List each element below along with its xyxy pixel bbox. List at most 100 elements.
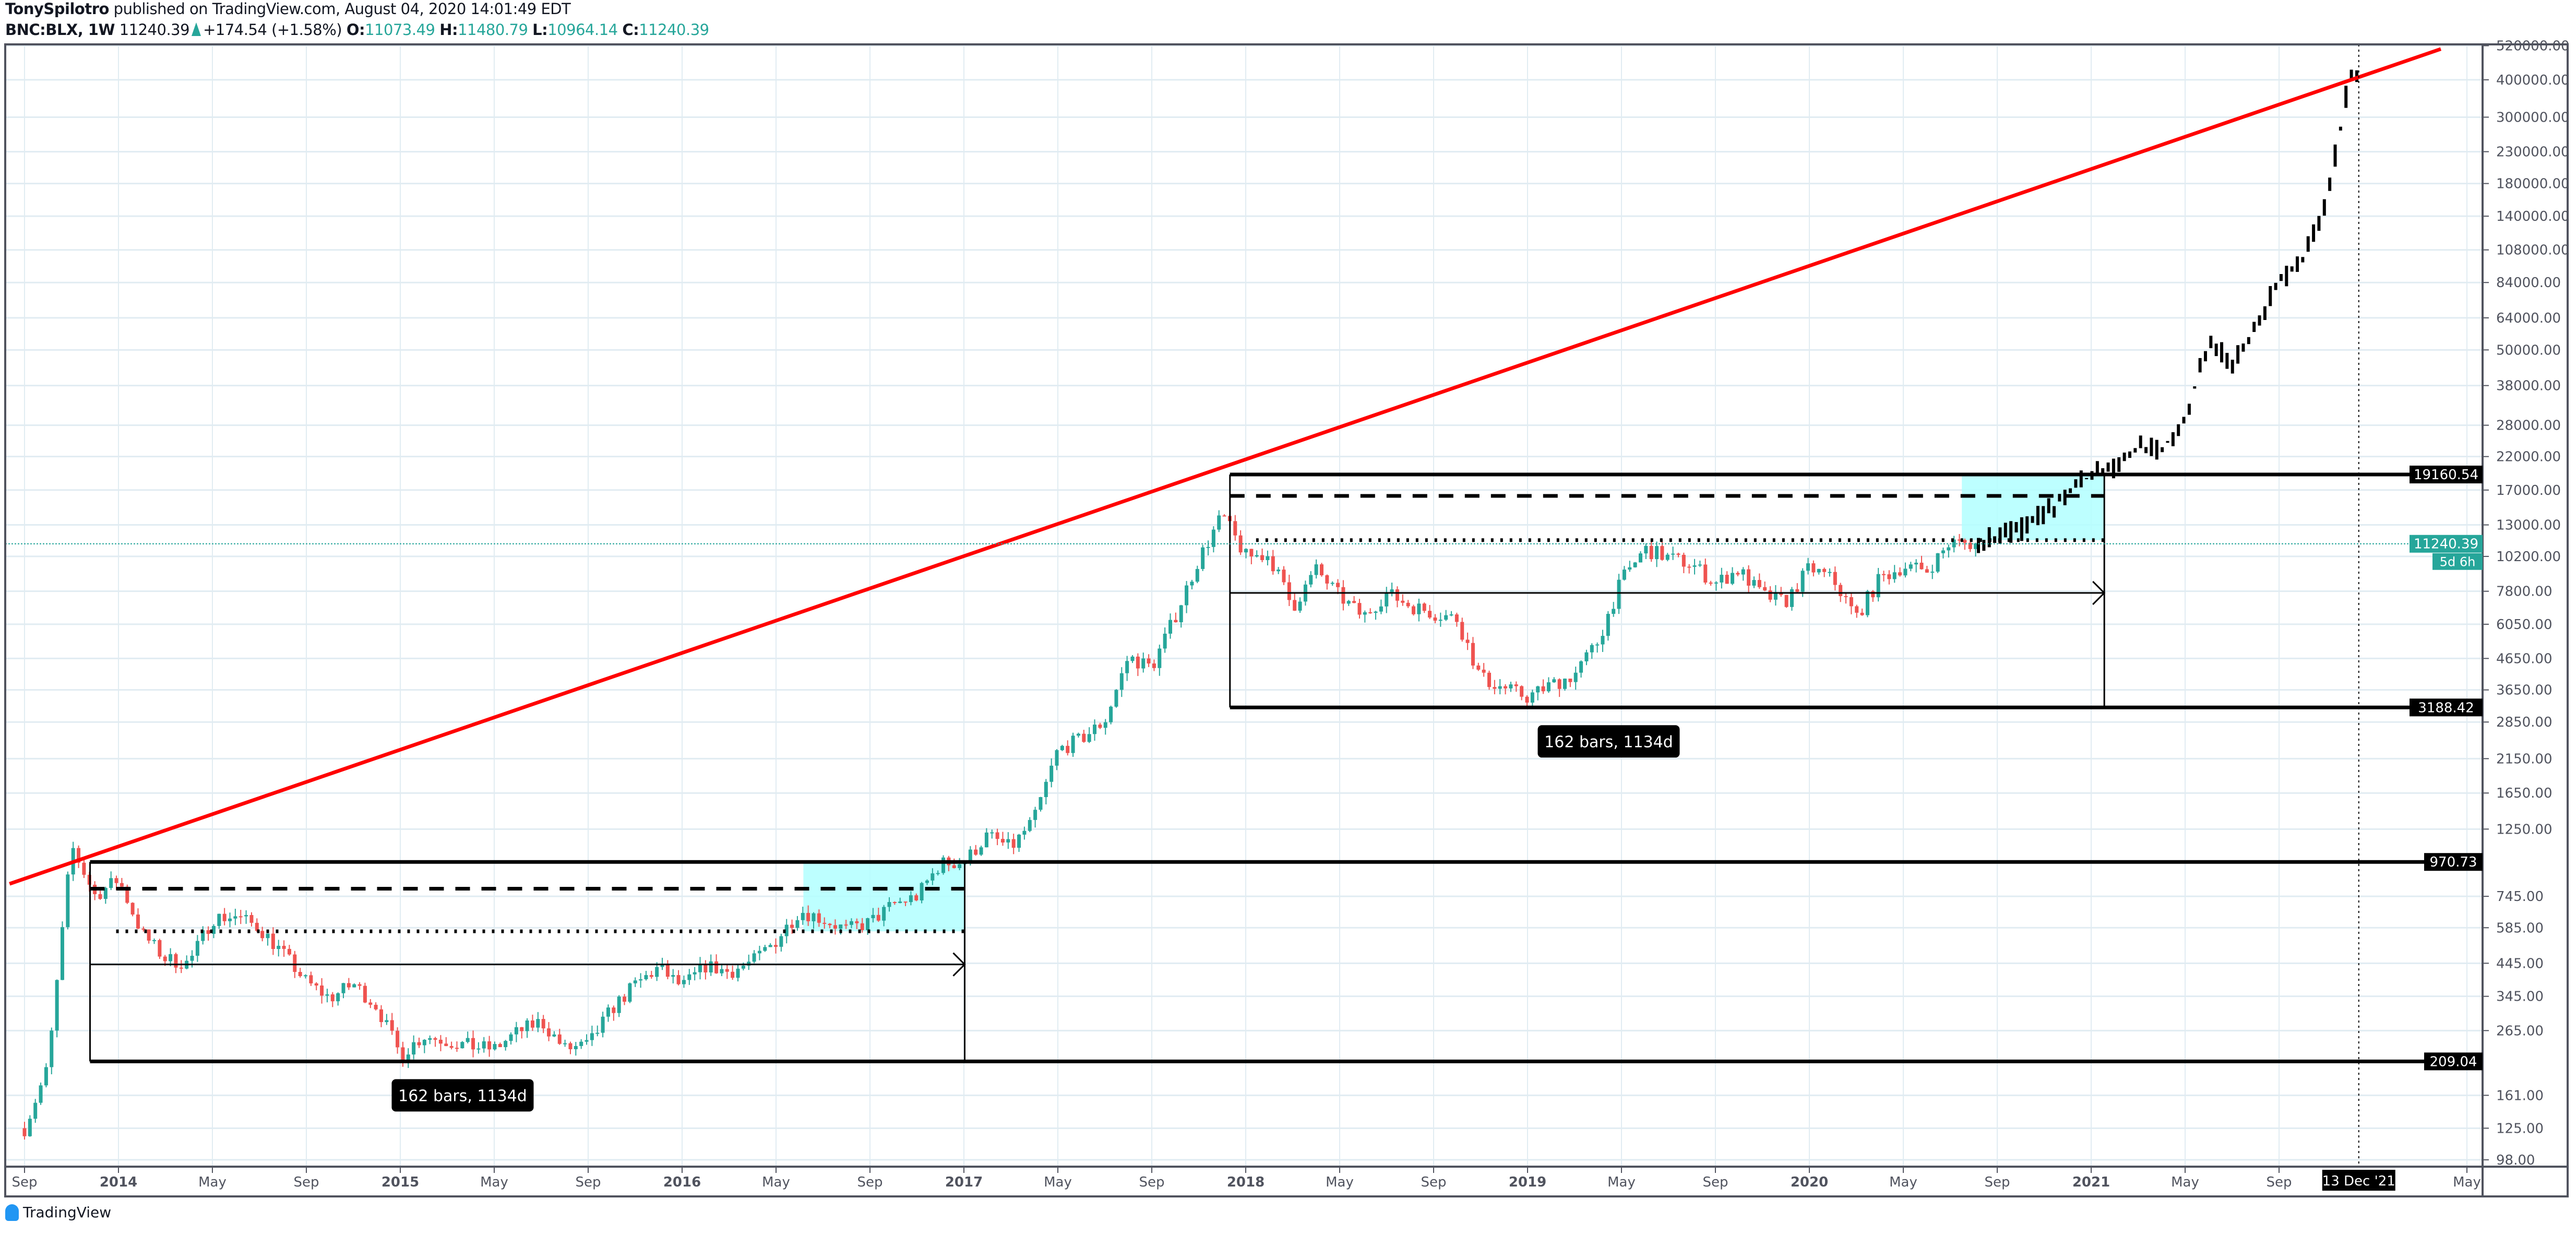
candle-body xyxy=(655,967,659,977)
open-label: O: xyxy=(346,21,365,39)
candle-body xyxy=(1185,585,1189,606)
candle-body xyxy=(1752,580,1756,586)
candle-body xyxy=(871,915,875,919)
candle-body xyxy=(1346,601,1351,604)
candle-body xyxy=(449,1046,454,1048)
candle-body xyxy=(1919,562,1924,569)
candle-body xyxy=(201,930,205,941)
price-tick-label: 64000.00 xyxy=(2496,311,2561,326)
candle-body xyxy=(130,903,135,915)
candle-body xyxy=(671,975,675,977)
candle-body xyxy=(709,961,713,972)
price-tick-label: 1650.00 xyxy=(2496,786,2553,801)
candle-body xyxy=(774,945,778,947)
candle-body xyxy=(1709,583,1713,584)
candle-body xyxy=(1736,573,1740,575)
time-tick-label: Sep xyxy=(857,1174,882,1190)
candle-body xyxy=(1963,540,1967,543)
candle-body xyxy=(525,1020,529,1031)
price-tick-label: 108000.00 xyxy=(2496,243,2570,258)
candle-body xyxy=(1114,690,1118,707)
time-tick-label: May xyxy=(1044,1174,1072,1190)
candle-body xyxy=(1731,573,1735,584)
measure-label-box xyxy=(1537,725,1680,758)
candle-body xyxy=(1633,562,1637,567)
candle-body xyxy=(476,1048,481,1050)
candle-body xyxy=(396,1030,400,1048)
candle-body xyxy=(238,916,243,918)
candle-body xyxy=(1082,733,1086,742)
candle-body xyxy=(968,849,972,863)
time-tick-label: Sep xyxy=(1984,1174,2010,1190)
time-axis[interactable]: Sep 2014 May Sep 2015 May Sep 2016 May Sep 2017 May… xyxy=(11,1167,2481,1191)
candle-body xyxy=(757,951,761,954)
candle-body xyxy=(1784,595,1788,607)
candle-body xyxy=(174,954,178,968)
candle-body xyxy=(141,928,146,930)
candle-body xyxy=(541,1019,545,1029)
price-tick-label: 84000.00 xyxy=(2496,275,2561,291)
candle-body xyxy=(941,857,946,873)
candle-body xyxy=(514,1027,518,1035)
price-axis[interactable]: 520000.00 400000.00 300000.00 230000.00 1800… xyxy=(2483,39,2570,1168)
candle-body xyxy=(114,878,118,883)
candle-body xyxy=(487,1041,492,1050)
time-tick-label: May xyxy=(480,1174,508,1190)
candle-body xyxy=(703,964,708,972)
author-name[interactable]: TonySpilotro xyxy=(5,0,109,18)
candle-body xyxy=(1865,591,1869,615)
price-level-label-box xyxy=(2424,853,2483,871)
time-tick-label: Sep xyxy=(1139,1174,1164,1190)
candle-body xyxy=(1606,613,1610,636)
candle-body xyxy=(1179,605,1183,623)
candle-body xyxy=(1692,565,1697,567)
candle-body xyxy=(1422,603,1426,611)
candle-body xyxy=(1514,684,1518,686)
candle-body xyxy=(28,1119,32,1136)
candle-body xyxy=(1828,572,1832,573)
tradingview-logo[interactable]: TradingView xyxy=(5,1204,111,1221)
candle-body xyxy=(385,1020,389,1023)
price-tick-label: 7800.00 xyxy=(2496,584,2553,600)
candle-body xyxy=(1844,596,1848,597)
price-tick-label: 140000.00 xyxy=(2496,209,2570,224)
candle-body xyxy=(936,873,940,874)
candle-body xyxy=(103,888,108,899)
candle-body xyxy=(109,878,113,888)
candle-body xyxy=(1325,575,1329,584)
candle-body xyxy=(1584,652,1589,661)
candle-body xyxy=(979,847,983,855)
candle-body xyxy=(1249,549,1254,556)
price-level-label-box xyxy=(2410,698,2483,717)
candle-body xyxy=(163,956,167,962)
candle-body xyxy=(1573,672,1578,682)
crosshair-date-label: 13 Dec '21 xyxy=(2322,1173,2395,1189)
candle-body xyxy=(1768,590,1772,600)
candle-body xyxy=(1860,612,1864,615)
candle-body xyxy=(374,1004,378,1010)
highlight-box xyxy=(1962,474,2105,540)
candle-body xyxy=(195,941,199,956)
candle-body xyxy=(1087,734,1091,742)
candle-body xyxy=(552,1034,556,1037)
grid xyxy=(5,44,2483,1167)
candle-body xyxy=(417,1042,421,1046)
candle-body xyxy=(1541,686,1545,692)
candle-body xyxy=(298,971,302,976)
drawings[interactable]: 162 bars, 1134d 162 bars, 1134d xyxy=(5,44,2483,1167)
candle-body xyxy=(1687,566,1691,568)
candle-body xyxy=(623,996,627,1002)
candle-body xyxy=(39,1085,43,1103)
candle-body xyxy=(152,940,157,941)
candle-body xyxy=(1039,797,1043,810)
candle-body xyxy=(190,955,194,961)
price-tick-label: 345.00 xyxy=(2496,989,2544,1005)
candle-body xyxy=(579,1041,583,1046)
candle-body xyxy=(768,945,772,947)
candle-body xyxy=(720,969,724,974)
candle-body xyxy=(1536,686,1540,693)
chart-border xyxy=(4,43,2569,1197)
chart-frame xyxy=(4,43,2569,1197)
time-tick-label: May xyxy=(2453,1174,2481,1190)
